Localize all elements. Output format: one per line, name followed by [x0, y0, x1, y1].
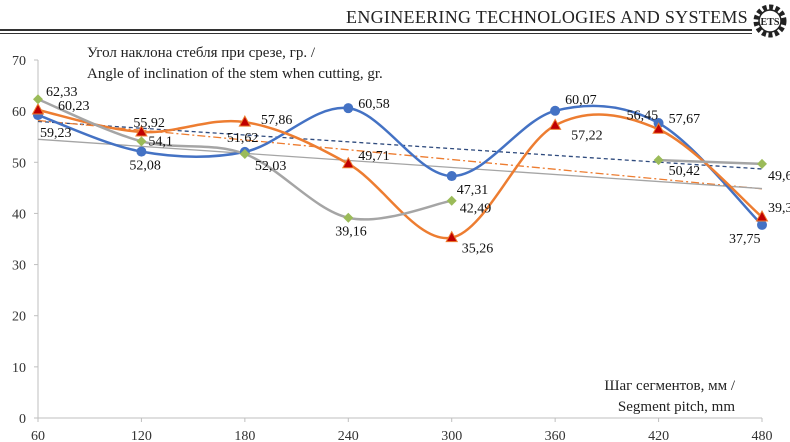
header-rule	[0, 33, 752, 34]
data-point-diamond	[446, 195, 457, 206]
trendline	[37, 138, 763, 190]
y-tick-label: 70	[12, 54, 26, 69]
x-tick-label: 360	[545, 429, 566, 442]
data-label: 49,68	[768, 169, 790, 184]
y-tick-label: 50	[12, 156, 26, 171]
header-rule	[0, 29, 752, 31]
data-point-triangle	[445, 230, 459, 243]
data-point-circle	[136, 146, 147, 157]
data-point-triangle	[31, 102, 45, 115]
data-point-circle	[550, 105, 561, 116]
data-point-triangle	[238, 115, 252, 127]
data-point-triangle	[341, 156, 355, 169]
data-label: 60,23	[58, 99, 90, 114]
series-line	[658, 158, 763, 166]
y-tick-label: 0	[19, 412, 26, 427]
y-tick-label: 60	[12, 105, 26, 120]
data-point-diamond	[757, 158, 767, 169]
data-point-circle	[446, 171, 457, 182]
data-label: 39,16	[335, 225, 367, 240]
y-tick-label: 10	[12, 361, 26, 376]
data-label: 59,23	[40, 126, 72, 141]
chart-title-line: Angle of inclination of the stem when cu…	[87, 66, 383, 82]
data-label: 60,58	[358, 97, 390, 112]
data-point-diamond	[653, 155, 664, 166]
x-tick-label: 120	[131, 429, 152, 442]
trendline	[37, 120, 763, 170]
x-tick-label: 60	[31, 429, 45, 442]
data-label: 35,26	[462, 242, 494, 257]
data-point-diamond	[343, 212, 354, 223]
data-label: 39,3	[768, 201, 790, 216]
data-label: 62,33	[46, 85, 78, 100]
x-tick-label: 480	[752, 429, 773, 442]
data-point-triangle	[548, 118, 562, 130]
data-label: 54,1	[148, 134, 173, 149]
series-line	[37, 108, 763, 240]
chart-title-line: Угол наклона стебля при срезе, гр. /	[87, 45, 316, 61]
x-axis-label-line: Segment pitch, mm	[618, 399, 735, 415]
data-point-diamond	[239, 149, 250, 160]
data-point-circle	[757, 219, 767, 230]
data-label: 37,75	[729, 232, 761, 247]
data-point-triangle	[755, 209, 769, 222]
x-tick-label: 180	[234, 429, 255, 442]
data-label: 49,71	[358, 149, 390, 164]
data-label: 56,45	[627, 108, 659, 123]
journal-header: ENGINEERING TECHNOLOGIES AND SYSTEMS ETS	[0, 0, 790, 38]
data-label: 55,92	[133, 116, 165, 131]
ets-logo: ETS	[753, 4, 787, 38]
data-label: 47,31	[457, 183, 489, 198]
data-label: 57,67	[669, 112, 701, 127]
data-label: 57,22	[571, 128, 603, 143]
x-tick-label: 240	[338, 429, 359, 442]
y-tick-label: 40	[12, 207, 26, 222]
data-point-diamond	[136, 136, 147, 147]
trendline	[37, 119, 763, 190]
data-point-triangle	[652, 122, 665, 134]
x-axis-label-line: Шаг сегментов, мм /	[604, 378, 735, 394]
data-point-triangle	[135, 124, 148, 137]
data-label: 51,62	[227, 131, 259, 146]
data-label: 60,07	[565, 93, 597, 108]
svg-text:ETS: ETS	[761, 17, 780, 28]
data-label: 52,08	[129, 159, 161, 174]
y-tick-label: 20	[12, 310, 26, 325]
journal-title: ENGINEERING TECHNOLOGIES AND SYSTEMS	[346, 7, 748, 27]
x-tick-label: 420	[648, 429, 669, 442]
data-point-circle	[343, 103, 354, 114]
data-label: 52,03	[255, 159, 287, 174]
data-label: 57,86	[261, 113, 293, 128]
data-label: 42,49	[460, 202, 492, 217]
data-point-diamond	[33, 94, 43, 105]
data-label: 50,42	[669, 164, 701, 179]
y-tick-label: 30	[12, 259, 26, 274]
x-tick-label: 300	[441, 429, 462, 442]
